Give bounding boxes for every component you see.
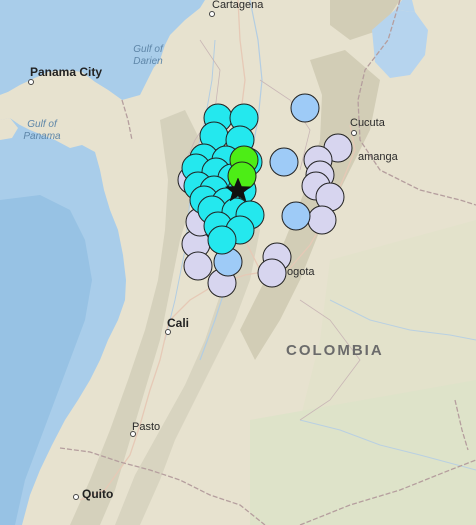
lake-maracaibo xyxy=(372,10,428,78)
quake-markers-light-blue xyxy=(213,93,320,277)
label-gulf-of-darien-1: Gulf of xyxy=(133,44,164,55)
label-gulf-of-darien-2: Darien xyxy=(133,56,163,67)
quake-markers-cyan xyxy=(181,103,265,255)
quake-marker[interactable] xyxy=(207,225,237,255)
label-cucuta: Cucuta xyxy=(350,117,386,129)
city-marker-pasto xyxy=(130,431,136,437)
city-marker-panama-city xyxy=(28,79,34,85)
label-bogota: ogota xyxy=(287,266,315,278)
city-marker-cucuta xyxy=(351,130,357,136)
quake-marker[interactable] xyxy=(281,201,311,231)
western-cordillera xyxy=(70,110,200,525)
label-gulf-of-panama-1: Gulf of xyxy=(27,119,58,130)
maracaibo-channel xyxy=(395,0,415,12)
quake-marker[interactable] xyxy=(183,251,213,281)
label-pasto: Pasto xyxy=(132,421,160,433)
eastern-river-1 xyxy=(329,299,476,341)
quake-marker[interactable] xyxy=(307,205,337,235)
eastern-mountains-north xyxy=(330,0,400,40)
colombia-ecuador-border xyxy=(59,447,266,525)
eastern-river-2 xyxy=(299,419,476,471)
quake-marker[interactable] xyxy=(227,161,257,191)
colombia-venezuela-border xyxy=(357,0,476,206)
label-quito: Quito xyxy=(82,487,113,501)
deep-water xyxy=(0,195,92,525)
label-cartagena: Cartagena xyxy=(212,0,264,11)
panama-isthmus xyxy=(0,70,135,150)
label-colombia: COLOMBIA xyxy=(286,342,384,359)
label-cali: Cali xyxy=(167,316,189,330)
quake-marker[interactable] xyxy=(290,93,320,123)
city-marker-quito xyxy=(73,494,79,500)
city-marker-cartagena xyxy=(209,11,215,17)
city-marker-cali xyxy=(165,329,171,335)
colombia-peru-border xyxy=(299,459,476,525)
road-4 xyxy=(79,324,169,501)
internal-border-3 xyxy=(299,299,361,421)
label-panama-city: Panama City xyxy=(30,65,102,79)
gulf-of-darien-water xyxy=(122,35,165,72)
colombia-brazil-border xyxy=(454,399,469,451)
quake-markers-green xyxy=(227,145,259,191)
epicenter-star-icon[interactable] xyxy=(224,177,252,202)
label-bucaramanga: amanga xyxy=(358,151,399,163)
azuero-peninsula xyxy=(0,118,18,140)
label-gulf-of-panama-2: Panama xyxy=(23,131,61,142)
amazon-lowland xyxy=(250,380,476,525)
pacific-ocean xyxy=(0,0,205,100)
quake-marker[interactable] xyxy=(269,147,299,177)
quake-marker[interactable] xyxy=(257,258,287,288)
